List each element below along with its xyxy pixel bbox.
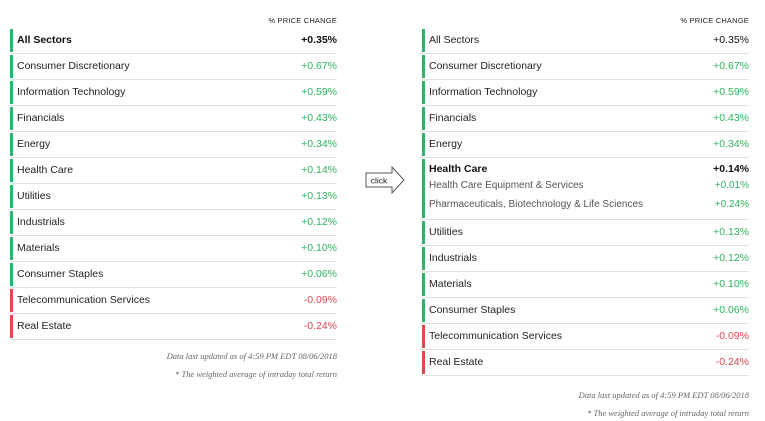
row-value: +0.13%: [713, 226, 749, 238]
sector-row[interactable]: Information Technology +0.59%: [422, 80, 749, 106]
sector-row[interactable]: Consumer Discretionary +0.67%: [10, 54, 337, 80]
sector-row[interactable]: Real Estate -0.24%: [10, 314, 337, 340]
row-name: Telecommunication Services: [17, 294, 151, 306]
sector-row[interactable]: Energy +0.34%: [422, 132, 749, 158]
sector-row[interactable]: Financials +0.43%: [422, 106, 749, 132]
row-name: Energy: [17, 138, 51, 150]
sector-row[interactable]: Utilities +0.13%: [422, 220, 749, 246]
row-name: All Sectors: [429, 34, 480, 46]
row-name: Utilities: [429, 226, 463, 238]
row-name: Real Estate: [429, 356, 484, 368]
row-name: Consumer Discretionary: [17, 60, 130, 72]
row-value: +0.13%: [301, 190, 337, 202]
last-updated-note: Data last updated as of 4:59 PM EDT 08/0…: [166, 351, 337, 361]
row-value: +0.43%: [713, 112, 749, 124]
row-value: +0.14%: [713, 163, 749, 175]
row-name: Materials: [429, 278, 472, 290]
sector-rows: Consumer Discretionary +0.67% Information …: [10, 54, 337, 340]
row-name: Industrials: [17, 216, 65, 228]
subsector-name: Health Care Equipment & Services: [429, 180, 584, 191]
row-value: +0.67%: [713, 60, 749, 72]
weighted-average-note: * The weighted average of intraday total…: [175, 369, 337, 379]
column-header: % PRICE CHANGE: [268, 16, 337, 25]
row-name: Information Technology: [429, 86, 538, 98]
sector-table-collapsed: % PRICE CHANGE All Sectors +0.35% Consum…: [10, 14, 337, 379]
column-header: % PRICE CHANGE: [680, 16, 749, 25]
row-name: Financials: [429, 112, 477, 124]
row-value: +0.14%: [301, 164, 337, 176]
sector-row[interactable]: Materials +0.10%: [422, 272, 749, 298]
sector-row[interactable]: Utilities +0.13%: [10, 184, 337, 210]
row-value: -0.24%: [715, 356, 749, 368]
sector-row[interactable]: Consumer Staples +0.06%: [10, 262, 337, 288]
sector-row[interactable]: Consumer Staples +0.06%: [422, 298, 749, 324]
sector-rows: Consumer Discretionary +0.67% Information …: [422, 54, 749, 158]
all-sectors-row[interactable]: All Sectors +0.35%: [10, 28, 337, 54]
row-value: +0.12%: [301, 216, 337, 228]
row-value: +0.59%: [301, 86, 337, 98]
row-name: Information Technology: [17, 86, 126, 98]
last-updated-note: Data last updated as of 4:59 PM EDT 08/0…: [578, 390, 749, 400]
weighted-average-note: * The weighted average of intraday total…: [587, 408, 749, 418]
row-value: +0.35%: [301, 34, 337, 46]
all-sectors-row[interactable]: All Sectors +0.35%: [422, 28, 749, 54]
row-name: Real Estate: [17, 320, 72, 332]
sector-row[interactable]: Financials +0.43%: [10, 106, 337, 132]
row-name: Energy: [429, 138, 463, 150]
click-label: click: [371, 176, 388, 186]
click-arrow-icon: click: [365, 166, 405, 194]
sector-row[interactable]: Industrials +0.12%: [422, 246, 749, 272]
row-name: Consumer Staples: [429, 304, 516, 316]
row-name: Telecommunication Services: [429, 330, 563, 342]
subsector-value: +0.01%: [714, 180, 749, 191]
sector-row[interactable]: Telecommunication Services -0.09%: [10, 288, 337, 314]
sector-row[interactable]: Consumer Discretionary +0.67%: [422, 54, 749, 80]
row-name: All Sectors: [17, 34, 72, 46]
sector-row[interactable]: Materials +0.10%: [10, 236, 337, 262]
sector-row[interactable]: Energy +0.34%: [10, 132, 337, 158]
row-value: +0.34%: [301, 138, 337, 150]
subsector-name: Pharmaceuticals, Biotechnology & Life Sc…: [429, 199, 644, 210]
row-value: -0.09%: [303, 294, 337, 306]
row-value: +0.06%: [301, 268, 337, 280]
row-value: +0.12%: [713, 252, 749, 264]
row-value: +0.59%: [713, 86, 749, 98]
row-name: Health Care: [429, 163, 488, 175]
row-name: Utilities: [17, 190, 51, 202]
row-name: Consumer Staples: [17, 268, 104, 280]
subsector-value: +0.24%: [714, 199, 749, 210]
sector-row[interactable]: Information Technology +0.59%: [10, 80, 337, 106]
row-value: +0.43%: [301, 112, 337, 124]
sector-table-expanded: % PRICE CHANGE All Sectors +0.35% Consum…: [422, 14, 749, 418]
sector-rows: Utilities +0.13% Industrials +0.12% Material…: [422, 220, 749, 376]
row-value: +0.67%: [301, 60, 337, 72]
sector-row[interactable]: Telecommunication Services -0.09%: [422, 324, 749, 350]
row-name: Industrials: [429, 252, 477, 264]
row-value: +0.35%: [713, 34, 749, 46]
row-name: Financials: [17, 112, 65, 124]
row-name: Materials: [17, 242, 60, 254]
sector-row[interactable]: Industrials +0.12%: [10, 210, 337, 236]
row-name: Health Care: [17, 164, 74, 176]
sector-row[interactable]: Real Estate -0.24%: [422, 350, 749, 376]
sector-row[interactable]: Health Care +0.14%: [10, 158, 337, 184]
health-care-expanded-row[interactable]: Health Care +0.14% Health Care Equipment…: [422, 158, 749, 220]
row-name: Consumer Discretionary: [429, 60, 542, 72]
row-value: +0.10%: [301, 242, 337, 254]
row-value: -0.09%: [715, 330, 749, 342]
row-value: -0.24%: [303, 320, 337, 332]
row-value: +0.10%: [713, 278, 749, 290]
row-value: +0.06%: [713, 304, 749, 316]
row-value: +0.34%: [713, 138, 749, 150]
